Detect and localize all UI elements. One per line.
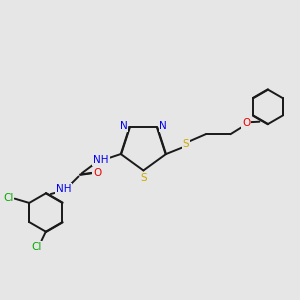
Text: O: O [242,118,250,128]
Text: Cl: Cl [32,242,42,251]
Text: N: N [120,121,127,131]
Text: Cl: Cl [3,193,13,203]
Text: NH: NH [56,184,71,194]
Text: N: N [159,121,167,131]
Text: S: S [182,139,189,149]
Text: NH: NH [93,155,109,165]
Text: O: O [93,168,101,178]
Text: S: S [140,173,147,183]
